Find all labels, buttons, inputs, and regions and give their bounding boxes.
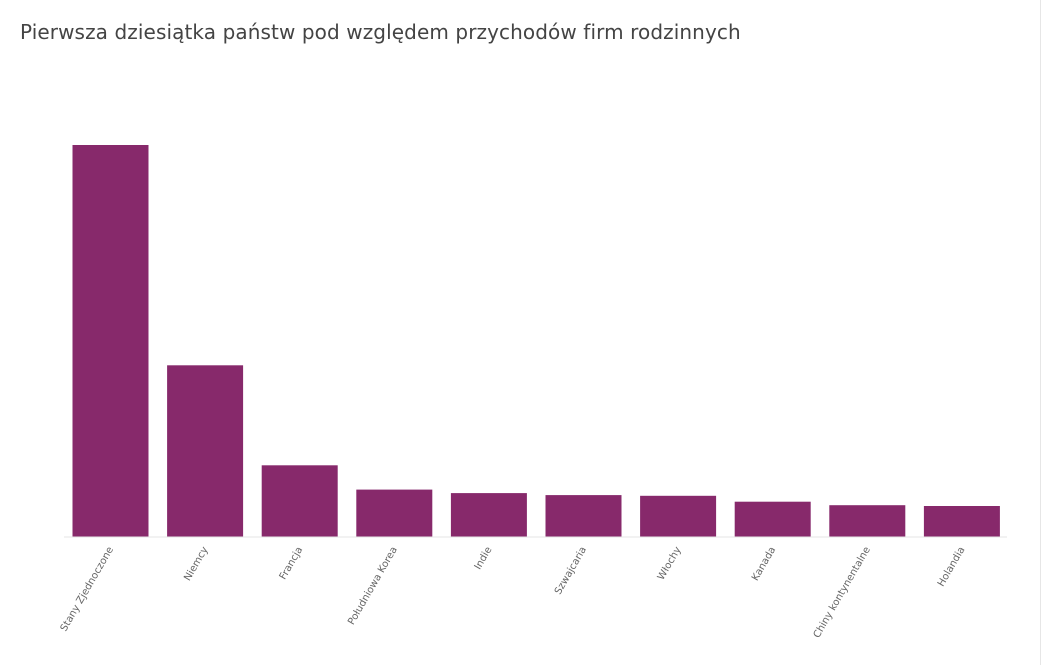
bar[interactable]: [923, 506, 1000, 537]
bars-group: [72, 145, 1000, 537]
bar[interactable]: [734, 501, 811, 537]
x-tick-label: Chiny kontynentalne: [812, 545, 873, 640]
bar[interactable]: [356, 489, 433, 537]
x-tick-label: Niemcy: [182, 545, 210, 583]
x-tick-label: Francja: [278, 545, 306, 582]
bar[interactable]: [72, 145, 149, 537]
x-tick-label: Szwajcaria: [553, 545, 589, 597]
x-tick-label: Stany Zjednoczone: [59, 545, 116, 633]
bar[interactable]: [829, 505, 906, 537]
bar[interactable]: [640, 495, 717, 537]
x-tick-label: Indie: [473, 545, 495, 572]
bar[interactable]: [167, 365, 244, 537]
x-tick-label: Południowa Korea: [346, 545, 400, 627]
x-tick-label: Włochy: [656, 545, 684, 582]
x-tick-labels: Stany Zjednoczone Niemcy Francja Południowa…: [59, 545, 968, 640]
x-tick-label: Kanada: [750, 545, 778, 583]
bar[interactable]: [261, 465, 338, 537]
bar[interactable]: [450, 493, 527, 537]
chart-title: Pierwsza dziesiątka państw pod względem …: [20, 20, 741, 44]
bar[interactable]: [545, 495, 622, 537]
x-tick-label: Holandia: [936, 545, 968, 589]
